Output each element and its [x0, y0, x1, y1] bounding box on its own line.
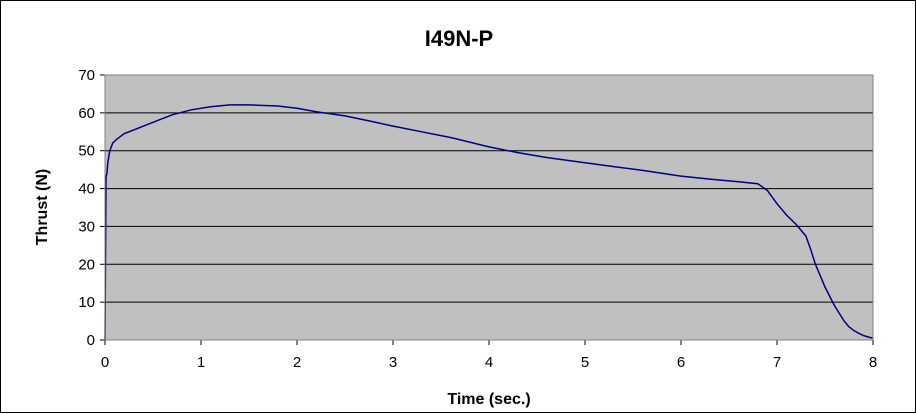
x-tick-label: 1 [197, 354, 205, 371]
plot-area [105, 75, 873, 340]
x-tick-label: 2 [293, 354, 301, 371]
x-tick-label: 8 [869, 354, 877, 371]
x-tick-label: 6 [677, 354, 685, 371]
x-tick-labels: 0 1 2 3 4 5 6 7 8 [101, 340, 877, 371]
y-tick-label: 50 [78, 143, 95, 160]
x-axis-label: Time (sec.) [447, 391, 530, 408]
y-axis-label: Thrust (N) [34, 169, 51, 245]
y-tick-label: 70 [78, 67, 95, 84]
x-tick-label: 5 [581, 354, 589, 371]
y-tick-label: 20 [78, 256, 95, 273]
plot-border [104, 74, 874, 341]
y-tick-labels: 0 10 20 30 40 50 60 70 [78, 67, 105, 349]
chart-title: I49N-P [425, 26, 493, 51]
x-tick-label: 4 [485, 354, 493, 371]
y-tick-label: 30 [78, 218, 95, 235]
y-tick-label: 40 [78, 181, 95, 198]
y-tick-label: 60 [78, 105, 95, 122]
series-line-thrust [104, 104, 874, 341]
x-tick-label: 3 [389, 354, 397, 371]
y-tick-label: 0 [87, 332, 95, 349]
x-tick-label: 7 [773, 354, 781, 371]
y-tick-label: 10 [78, 294, 95, 311]
x-tick-label: 0 [101, 354, 109, 371]
